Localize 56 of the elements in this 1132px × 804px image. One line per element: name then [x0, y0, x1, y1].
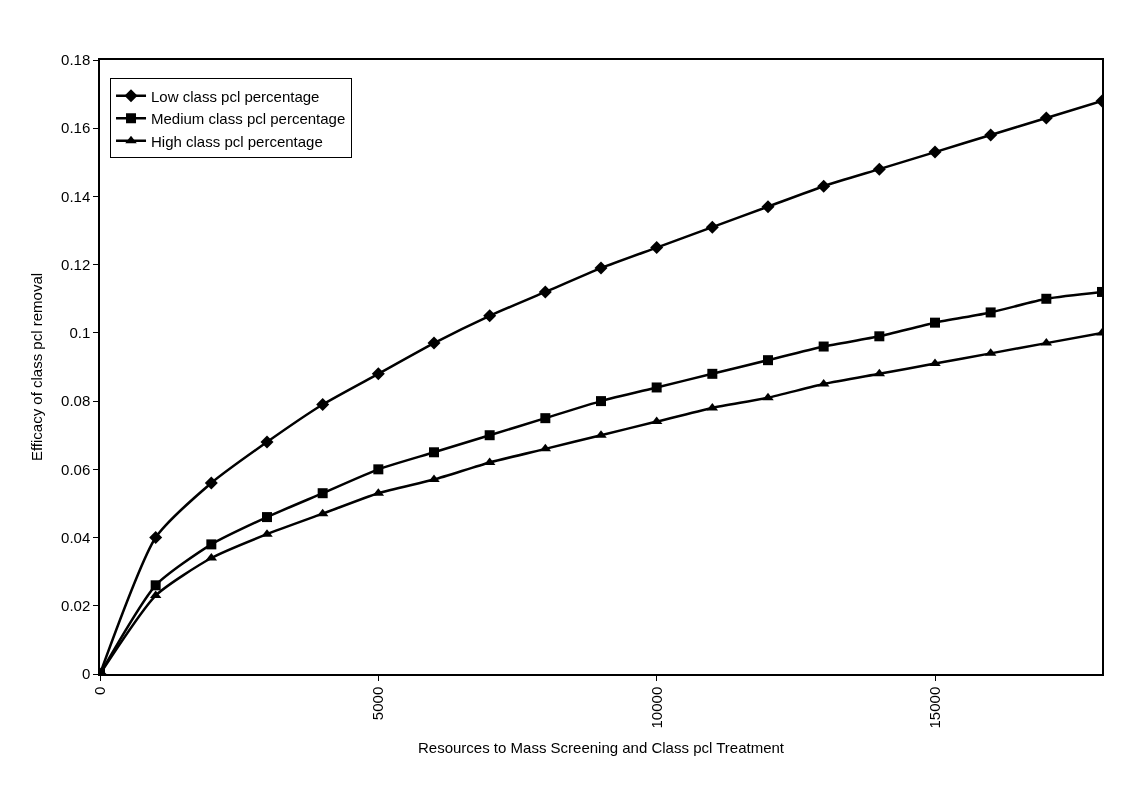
legend-label: Medium class pcl percentage: [151, 110, 346, 128]
point: [984, 128, 998, 142]
y-tick-label: 0.06: [61, 460, 91, 478]
x-tick-label: 10000: [647, 686, 665, 729]
point: [762, 392, 774, 401]
point: [540, 413, 551, 424]
point: [1039, 111, 1053, 125]
legend-label: High class pcl percentage: [151, 132, 323, 150]
point: [484, 430, 495, 441]
y-tick-label: 0.1: [69, 324, 91, 342]
y-tick-label: 0: [81, 665, 91, 683]
point: [650, 241, 664, 255]
point: [872, 162, 886, 176]
point: [594, 261, 608, 275]
point: [817, 179, 831, 193]
point: [930, 317, 940, 328]
y-tick-label: 0.02: [61, 597, 91, 615]
point: [371, 367, 385, 381]
y-tick-label: 0.18: [61, 51, 91, 69]
y-tick-label: 0.08: [61, 392, 91, 410]
y-tick-label: 0.04: [61, 528, 91, 546]
point: [206, 539, 217, 550]
point: [985, 307, 996, 318]
point: [707, 368, 718, 379]
point: [204, 476, 218, 490]
point: [596, 396, 606, 407]
y-tick-label: 0.12: [61, 255, 91, 273]
point: [763, 355, 773, 366]
point: [705, 220, 719, 234]
point: [373, 464, 384, 475]
y-tick-label: 0.14: [61, 187, 91, 205]
point: [260, 435, 274, 449]
point: [818, 341, 829, 352]
y-tick-label: 0.16: [61, 119, 91, 137]
point: [262, 512, 272, 523]
point: [149, 531, 163, 545]
x-axis-title: Resources to Mass Screening and Class pcl Treatment: [418, 738, 785, 756]
point: [928, 145, 942, 159]
point: [874, 331, 885, 342]
point: [427, 336, 441, 350]
point: [429, 447, 439, 458]
point: [150, 580, 161, 591]
x-tick-label: 5000: [369, 686, 387, 721]
x-tick-label: 0: [90, 686, 108, 696]
point: [1041, 293, 1052, 304]
point: [483, 309, 497, 323]
point: [651, 382, 662, 393]
point: [929, 358, 941, 367]
point: [761, 200, 775, 214]
point: [428, 474, 440, 483]
x-tick-label: 15000: [925, 686, 943, 729]
point: [538, 285, 552, 299]
point: [316, 398, 330, 412]
legend-label: Low class pcl percentage: [151, 87, 320, 105]
y-axis-title: Efficacy of class pcl removal: [27, 272, 45, 462]
point: [317, 488, 328, 499]
